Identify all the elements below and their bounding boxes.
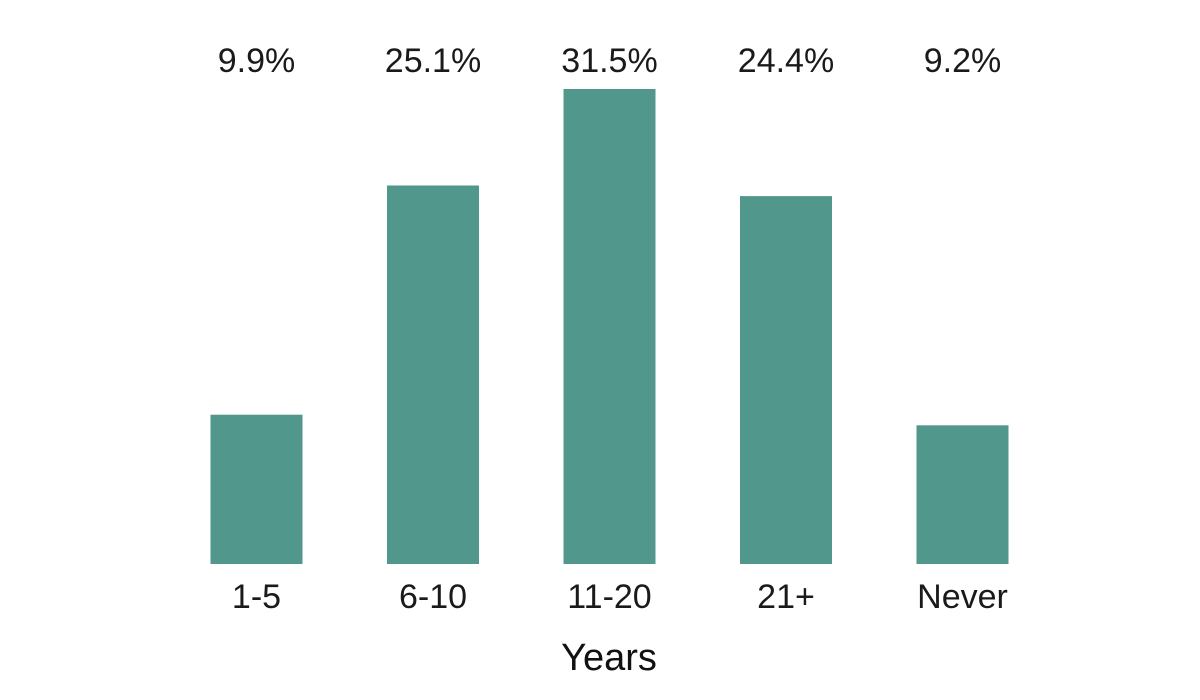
x-tick-label: Never: [917, 578, 1008, 616]
x-axis-title: Years: [561, 637, 657, 679]
x-tick-label: 21+: [757, 578, 815, 616]
data-label: 25.1%: [385, 42, 481, 80]
x-tick-label: 1-5: [232, 578, 281, 616]
data-label: 9.9%: [218, 42, 296, 80]
bar-1-5: [210, 414, 303, 564]
value-labels-group: 9.9% 25.1% 31.5% 24.4% 9.2%: [218, 42, 1002, 80]
data-label: 24.4%: [738, 42, 834, 80]
data-label: 31.5%: [561, 42, 657, 80]
bar-never: [916, 425, 1009, 564]
x-tick-labels-group: 1-5 6-10 11-20 21+ Never: [232, 578, 1008, 616]
bar-21: [740, 196, 832, 564]
bar-11-20: [563, 89, 656, 564]
x-tick-label: 6-10: [399, 578, 467, 616]
data-label: 9.2%: [924, 42, 1002, 80]
bar-6-10: [387, 185, 479, 564]
x-tick-label: 11-20: [567, 578, 651, 616]
bars-group: [210, 89, 1009, 564]
